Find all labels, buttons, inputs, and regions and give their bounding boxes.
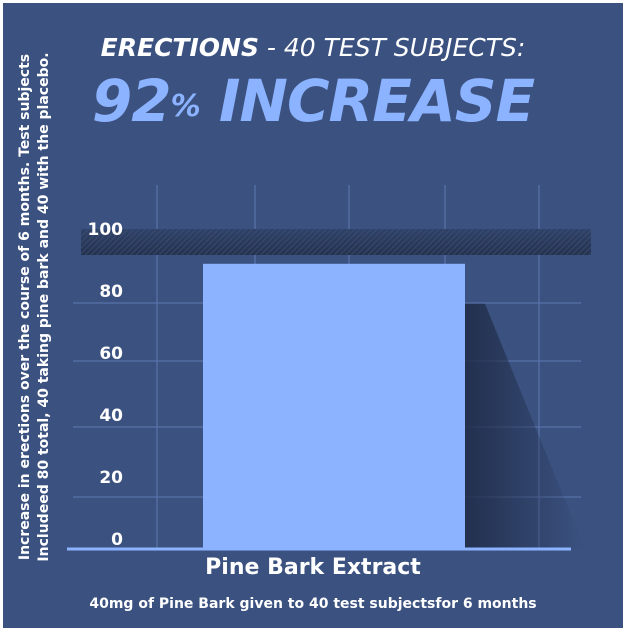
headline: 92% INCREASE: [3, 65, 623, 137]
x-category-label: Pine Bark Extract: [205, 555, 421, 580]
headline-word: INCREASE: [199, 67, 535, 135]
title-bold: ERECTIONS: [100, 33, 259, 62]
y-tick-label: 20: [99, 468, 123, 488]
chart-card: ERECTIONS - 40 TEST SUBJECTS: 92% INCREA…: [3, 3, 623, 628]
y-tick-label: 100: [88, 220, 124, 240]
footnote: 40mg of Pine Bark given to 40 test subje…: [89, 596, 537, 612]
chart-title: ERECTIONS - 40 TEST SUBJECTS:: [3, 33, 623, 62]
y-tick-label: 0: [111, 530, 123, 550]
y-axis-label: Increase in erections over the course of…: [17, 52, 52, 562]
title-rest: - 40 TEST SUBJECTS:: [258, 33, 526, 62]
headline-percent: %: [170, 89, 201, 124]
decor: [81, 229, 591, 255]
bars: [203, 263, 585, 549]
y-tick-label: 60: [99, 344, 123, 364]
hatch-band-fade: [81, 229, 591, 255]
bar: [203, 263, 465, 549]
bar-shadow: [465, 303, 585, 549]
y-ticks: 0 20 40 60 80 100: [88, 220, 124, 550]
y-tick-label: 40: [99, 406, 123, 426]
headline-number: 92: [91, 67, 172, 135]
y-tick-label: 80: [99, 282, 123, 302]
bar-chart: 0 20 40 60 80 100: [67, 185, 591, 551]
